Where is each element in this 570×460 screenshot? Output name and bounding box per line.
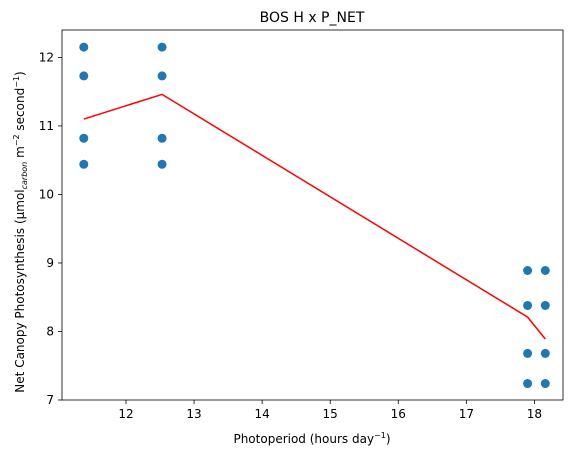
x-tick-label: 12 [118,407,133,421]
x-axis-label: Photoperiod (hours day−1) [233,431,390,446]
x-tick-label: 15 [323,407,338,421]
data-point [79,159,89,169]
plot-frame [61,29,564,401]
data-point [157,159,167,169]
y-axis: 7 8 9 10 11 12 [39,50,62,407]
x-tick-label: 17 [459,407,474,421]
data-point [523,266,533,275]
x-tick-label: 16 [391,407,406,421]
data-point [157,71,167,81]
x-axis: 12 13 14 15 16 17 18 [118,400,542,421]
x-tick-label: 13 [186,407,201,421]
data-point [523,379,533,389]
data-point [540,266,550,275]
plot-area [79,42,550,389]
data-point [157,133,167,143]
y-tick-label: 7 [46,393,54,407]
y-tick-label: 10 [39,187,54,201]
data-point [79,71,89,81]
y-axis-label: Net Canopy Photosynthesis (μmolcarbon m−… [12,71,29,392]
chart-title: BOS H x P_NET [260,10,365,26]
data-point [523,300,533,310]
y-tick-label: 12 [39,50,54,64]
data-point [79,42,89,52]
y-tick-label: 11 [39,119,54,133]
data-point [157,42,167,52]
data-point [540,379,550,389]
x-tick-label: 14 [254,407,269,421]
y-tick-label: 9 [46,256,54,270]
data-point [523,348,533,358]
x-tick-label: 18 [527,407,542,421]
data-point [79,133,89,143]
data-point [540,300,550,310]
data-point [540,348,550,358]
trend-line [83,93,546,340]
y-tick-label: 8 [46,324,54,338]
